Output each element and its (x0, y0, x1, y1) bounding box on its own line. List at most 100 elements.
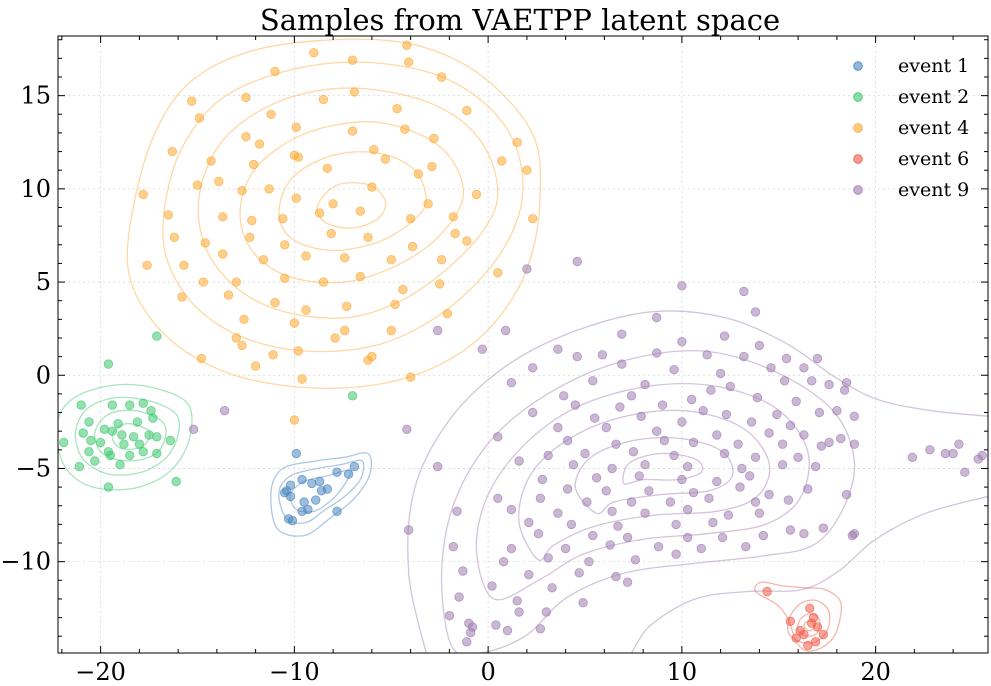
data-point (766, 363, 776, 373)
contour-line (278, 151, 427, 252)
contour-line (622, 452, 704, 485)
data-point (152, 432, 162, 442)
data-point (737, 463, 747, 474)
data-point (562, 484, 573, 494)
data-point (562, 435, 573, 446)
data-point (179, 260, 189, 271)
data-point (413, 169, 424, 179)
contour-line (440, 349, 856, 653)
data-point (640, 460, 650, 470)
data-point (799, 363, 809, 373)
data-point (741, 542, 751, 552)
contour-line (518, 409, 771, 562)
data-point (386, 325, 397, 336)
data-point (617, 359, 627, 369)
data-point (404, 525, 414, 535)
data-point (803, 640, 813, 651)
data-point (314, 208, 325, 218)
data-point (165, 435, 176, 446)
data-point (669, 450, 679, 461)
data-point (522, 264, 532, 274)
data-point (553, 422, 563, 433)
data-point (543, 450, 553, 461)
data-point (454, 592, 464, 602)
data-point (907, 452, 918, 463)
data-point (750, 452, 761, 463)
data-point (805, 603, 815, 614)
contour-line (630, 495, 988, 653)
data-point (231, 333, 242, 343)
data-point (433, 461, 443, 472)
data-point (287, 516, 298, 526)
data-point (543, 553, 553, 563)
data-point (686, 394, 697, 405)
scatter-points (59, 40, 987, 651)
data-point (591, 473, 602, 483)
data-point (973, 454, 984, 464)
y-tick-label: 15 (20, 82, 51, 110)
data-point (816, 441, 827, 451)
data-point (677, 474, 687, 485)
data-point (777, 460, 788, 470)
data-point (524, 570, 534, 580)
data-point (103, 482, 114, 492)
data-point (270, 297, 280, 308)
data-point (725, 381, 736, 392)
data-point (698, 406, 708, 416)
data-point (832, 406, 842, 416)
data-point (347, 391, 358, 401)
data-point (349, 461, 360, 472)
data-point (849, 439, 860, 449)
data-point (148, 413, 158, 423)
data-point (717, 532, 728, 543)
data-point (719, 448, 730, 459)
data-point (791, 633, 801, 643)
data-point (186, 96, 197, 106)
data-point (405, 372, 416, 382)
data-point (367, 182, 377, 192)
data-point (322, 163, 333, 174)
data-point (163, 210, 174, 220)
legend-marker (853, 123, 863, 133)
data-point (723, 510, 734, 520)
data-point (355, 271, 366, 282)
data-point (231, 277, 242, 287)
data-point (268, 350, 278, 360)
data-point (746, 417, 757, 427)
data-point (818, 629, 829, 640)
data-point (322, 484, 333, 494)
data-point (566, 519, 577, 530)
data-point (601, 422, 612, 433)
data-point (390, 299, 400, 310)
data-point (452, 506, 462, 517)
data-point (332, 467, 342, 477)
x-tick-label: −10 (269, 658, 320, 686)
data-point (702, 350, 712, 360)
data-point (535, 493, 546, 504)
data-point (363, 232, 373, 243)
data-point (103, 359, 114, 369)
contour-line (239, 121, 465, 284)
data-point (59, 437, 69, 448)
data-point (237, 340, 247, 351)
x-tick-label: 0 (480, 658, 495, 686)
data-point (588, 530, 598, 541)
data-point (570, 400, 581, 410)
data-point (128, 432, 139, 442)
data-point (169, 232, 180, 243)
x-tick-label: −20 (75, 658, 126, 686)
data-point (219, 406, 230, 416)
data-point (597, 350, 608, 360)
data-point (119, 439, 129, 449)
data-point (785, 616, 796, 627)
data-point (799, 629, 809, 640)
data-point (247, 215, 257, 226)
data-point (95, 437, 106, 448)
data-point (712, 430, 722, 440)
data-point (634, 471, 645, 481)
data-point (653, 542, 664, 552)
data-point (380, 154, 391, 164)
data-point (349, 87, 360, 97)
legend-label: event 6 (898, 148, 969, 170)
